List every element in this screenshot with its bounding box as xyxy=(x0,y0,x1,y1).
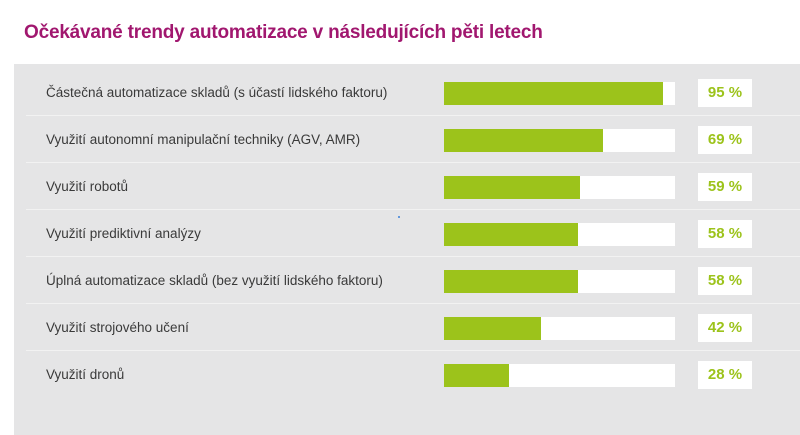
bar-value-label: 59 % xyxy=(698,173,752,201)
bar-track xyxy=(444,317,675,340)
bar-fill xyxy=(444,223,578,246)
decorative-dot xyxy=(398,216,400,218)
bar-fill xyxy=(444,364,509,387)
row-divider xyxy=(26,209,800,210)
bar-row: Využití dronů 28 % xyxy=(14,351,800,398)
bar-category-label: Využití autonomní manipulační techniky (… xyxy=(46,132,361,147)
bar-fill xyxy=(444,129,604,152)
bar-category-label: Úplná automatizace skladů (bez využití l… xyxy=(46,273,383,288)
bar-category-label: Využití dronů xyxy=(46,367,125,382)
bar-fill xyxy=(444,176,581,199)
bar-row: Využití autonomní manipulační techniky (… xyxy=(14,116,800,163)
row-divider xyxy=(26,115,800,116)
bar-row: Využití robotů 59 % xyxy=(14,163,800,210)
bar-fill xyxy=(444,317,542,340)
bar-value-label: 95 % xyxy=(698,79,752,107)
bar-value-label: 42 % xyxy=(698,314,752,342)
bar-category-label: Využití strojového učení xyxy=(46,320,189,335)
bar-value-label: 58 % xyxy=(698,267,752,295)
bar-row: Využití prediktivní analýzy 58 % xyxy=(14,210,800,257)
bar-track xyxy=(444,364,675,387)
bar-fill xyxy=(444,270,578,293)
row-divider xyxy=(26,350,800,351)
bar-row: Úplná automatizace skladů (bez využití l… xyxy=(14,257,800,304)
bar-value-label: 69 % xyxy=(698,126,752,154)
row-divider xyxy=(26,256,800,257)
bar-value-label: 58 % xyxy=(698,220,752,248)
chart-panel: Částečná automatizace skladů (s účastí l… xyxy=(14,64,800,435)
row-divider xyxy=(26,162,800,163)
bar-track xyxy=(444,223,675,246)
bar-category-label: Částečná automatizace skladů (s účastí l… xyxy=(46,85,388,100)
chart-title: Očekávané trendy automatizace v následuj… xyxy=(24,22,543,43)
bar-track xyxy=(444,82,675,105)
bar-fill xyxy=(444,82,664,105)
bar-value-label: 28 % xyxy=(698,361,752,389)
bar-track xyxy=(444,176,675,199)
bar-category-label: Využití prediktivní analýzy xyxy=(46,226,201,241)
bar-category-label: Využití robotů xyxy=(46,179,129,194)
bar-row: Částečná automatizace skladů (s účastí l… xyxy=(14,69,800,116)
bar-row: Využití strojového učení 42 % xyxy=(14,304,800,351)
bar-track xyxy=(444,270,675,293)
bar-track xyxy=(444,129,675,152)
row-divider xyxy=(26,303,800,304)
